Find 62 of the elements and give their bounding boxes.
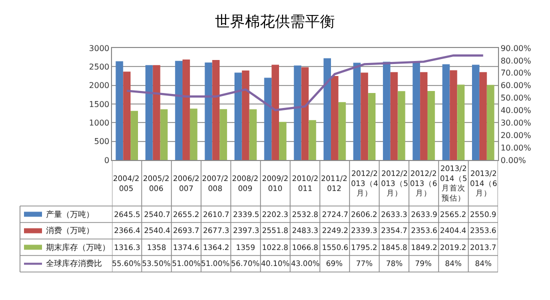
bar bbox=[249, 109, 257, 160]
y2-tick-label: 30.00% bbox=[500, 118, 532, 128]
legend-label: 期末库存（万吨） bbox=[46, 243, 110, 252]
y-tick-label: 3000 bbox=[89, 44, 110, 53]
bar bbox=[390, 72, 398, 160]
y2-tick-label: 10.00% bbox=[500, 143, 532, 152]
y2-tick-label: 40.00% bbox=[500, 106, 532, 116]
bar bbox=[472, 64, 480, 160]
bar bbox=[182, 59, 190, 160]
bar bbox=[442, 64, 450, 160]
legend-label: 消费（万吨） bbox=[46, 226, 94, 235]
bar bbox=[204, 62, 212, 160]
bar bbox=[234, 72, 242, 160]
bar bbox=[450, 70, 458, 160]
y2-tick-label: 50.00% bbox=[500, 94, 532, 103]
y2-tick-label: 70.00% bbox=[500, 68, 532, 78]
bar bbox=[324, 58, 331, 160]
bar bbox=[116, 61, 124, 160]
legend-label: 产量（万吨） bbox=[46, 210, 94, 219]
y-tick-label: 500 bbox=[94, 137, 110, 146]
bar bbox=[175, 60, 183, 160]
y2-tick-label: 90.00% bbox=[500, 44, 532, 53]
bar bbox=[330, 76, 338, 160]
y-tick-label: 1000 bbox=[89, 118, 110, 128]
bar bbox=[123, 72, 131, 160]
y2-tick-label: 80.00% bbox=[500, 56, 532, 66]
bar bbox=[479, 72, 487, 160]
bar bbox=[338, 102, 346, 160]
y2-tick-label: 20.00% bbox=[500, 130, 532, 140]
bar bbox=[145, 65, 153, 160]
bar bbox=[398, 91, 406, 160]
bar bbox=[457, 84, 465, 160]
bar bbox=[382, 62, 390, 160]
y-tick-label: 2500 bbox=[89, 62, 110, 72]
bar bbox=[294, 65, 302, 160]
bar bbox=[368, 92, 376, 160]
bar bbox=[279, 122, 286, 160]
bar bbox=[212, 60, 220, 160]
y-tick-label: 0 bbox=[104, 156, 110, 165]
bar bbox=[420, 72, 428, 160]
y-tick-label: 2000 bbox=[89, 81, 110, 90]
line-series bbox=[126, 54, 484, 112]
y2-tick-label: 60.00% bbox=[500, 81, 532, 90]
bar bbox=[264, 78, 272, 160]
bar bbox=[272, 64, 280, 160]
bar bbox=[242, 70, 250, 160]
bar bbox=[308, 120, 316, 160]
bar bbox=[353, 62, 361, 160]
bar bbox=[360, 72, 368, 160]
chart-title: 世界棉花供需平衡 bbox=[215, 12, 335, 30]
bar bbox=[486, 84, 494, 160]
y-tick-label: 1500 bbox=[89, 100, 110, 109]
bar bbox=[152, 65, 160, 160]
bar bbox=[412, 62, 420, 160]
legend-label: 全球库存消费比 bbox=[46, 259, 102, 268]
y2-tick-label: 0.00% bbox=[500, 156, 526, 165]
bar bbox=[130, 110, 138, 160]
bar bbox=[160, 109, 168, 160]
bar bbox=[301, 67, 309, 160]
bar bbox=[190, 108, 198, 160]
bar bbox=[220, 109, 228, 160]
bar bbox=[427, 90, 435, 160]
